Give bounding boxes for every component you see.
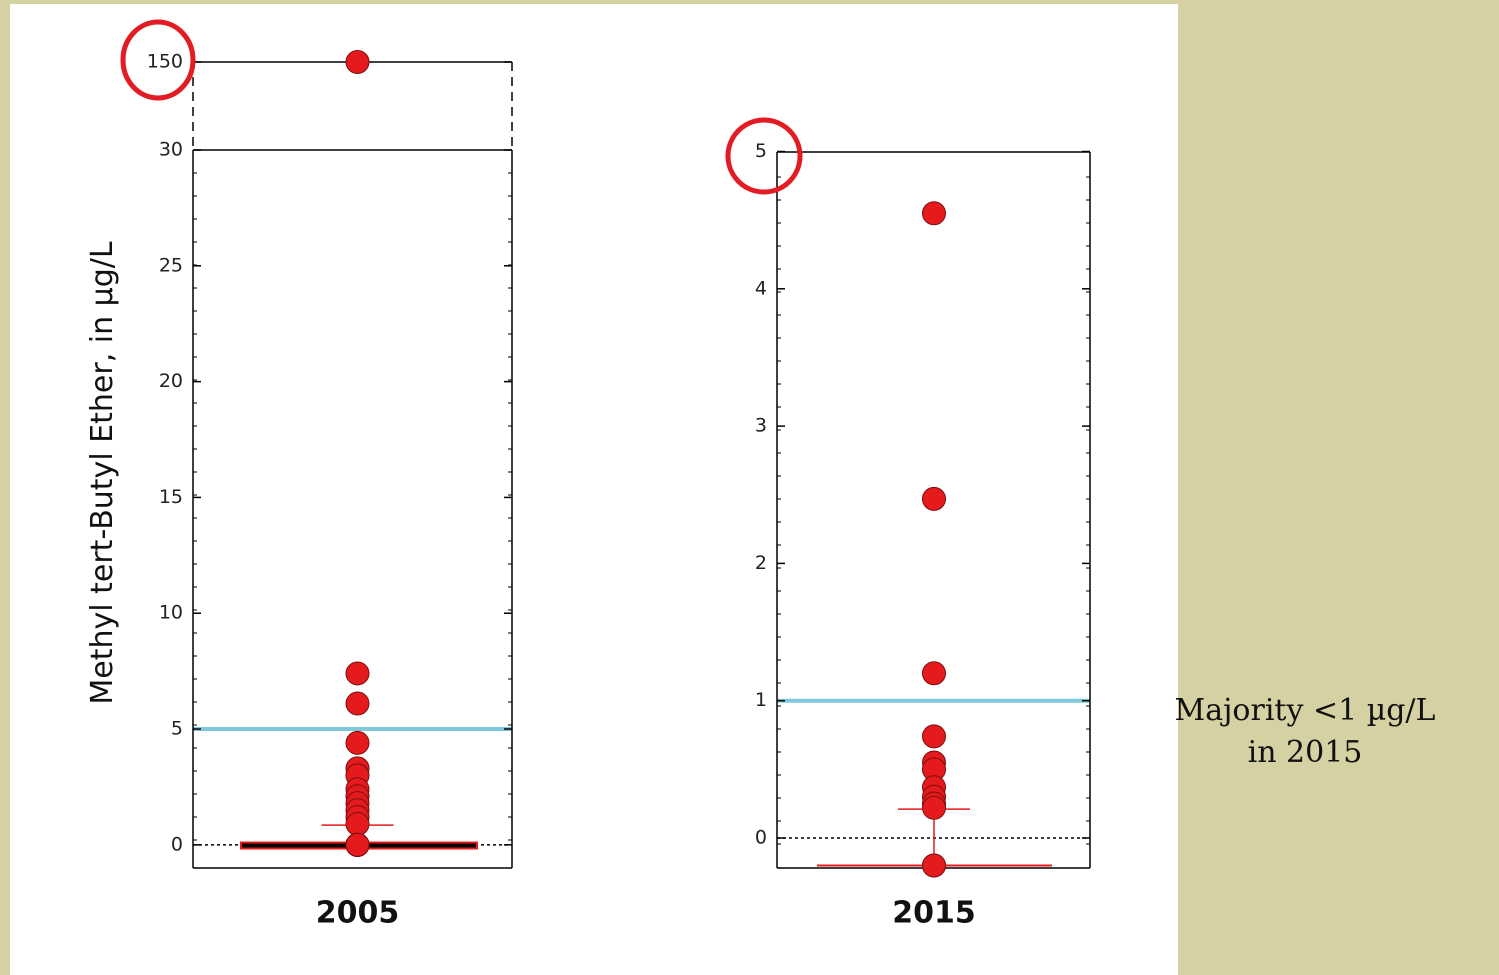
y-tick-label-2015: 0 <box>755 827 767 849</box>
y-tick-label-2005: 10 <box>159 602 183 624</box>
data-point-2005 <box>345 811 370 836</box>
data-point-2005 <box>345 50 370 74</box>
x-category-label-2005: 2005 <box>316 896 400 931</box>
y-tick-label-2005: 150 <box>147 51 183 73</box>
annotation-line-1: Majority <1 µg/L <box>1174 693 1436 728</box>
annotation: Majority <1 µg/L in 2015 <box>1110 690 1499 774</box>
data-point-2015 <box>922 486 946 511</box>
y-tick-label-2015: 2 <box>755 552 767 574</box>
panel-2015: 0 1 2 3 4 5 2015 <box>725 117 1091 931</box>
chart-panel <box>10 4 1178 975</box>
y-tick-label-2015: 4 <box>755 277 767 299</box>
highlight-circle-2015 <box>725 117 803 195</box>
y-tick-label-2005: 0 <box>171 833 183 855</box>
x-category-label-2015: 2015 <box>892 896 976 931</box>
y-tick-label-2005: 25 <box>159 254 183 276</box>
data-point-2005 <box>345 730 370 755</box>
data-point-2005 <box>345 691 370 716</box>
panel-2005: 0 5 10 15 20 25 30 150 2005 <box>120 19 513 931</box>
y-tick-label-2015: 1 <box>755 689 767 711</box>
data-point-2005 <box>345 832 370 857</box>
y-tick-label-2005: 15 <box>159 486 183 508</box>
data-point-2015 <box>922 795 946 820</box>
data-point-2015 <box>922 853 946 878</box>
y-tick-label-2015: 3 <box>755 415 767 437</box>
highlight-circle-2005 <box>120 19 196 101</box>
y-tick-label-2005: 30 <box>159 139 183 161</box>
data-point-2015 <box>922 201 946 226</box>
y-tick-label-2005: 20 <box>159 370 183 392</box>
data-point-2005 <box>345 661 370 686</box>
y-tick-label-2015: 5 <box>755 140 767 162</box>
y-axis-title: Methyl tert-Butyl Ether, in µg/L <box>85 241 120 705</box>
y-tick-label-2005: 5 <box>171 718 183 740</box>
data-point-2015 <box>922 724 946 749</box>
data-point-2015 <box>922 661 946 686</box>
annotation-line-2: in 2015 <box>1247 735 1363 770</box>
